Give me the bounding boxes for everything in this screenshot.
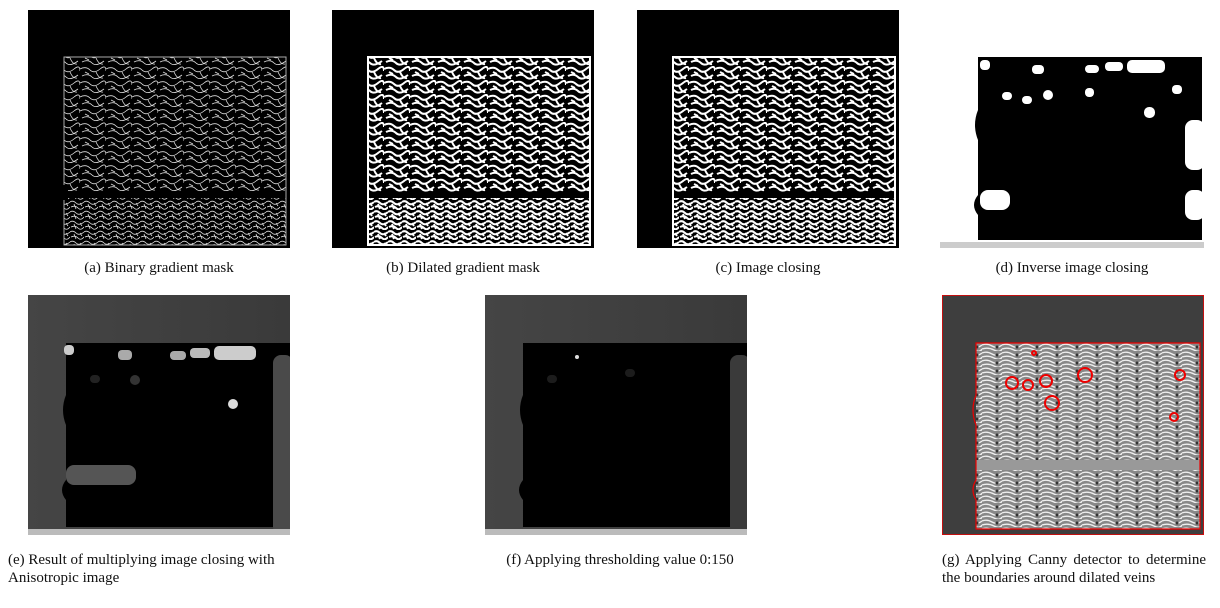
caption: (c) Image closing <box>637 259 899 277</box>
caption: (f) Applying thresholding value 0:150 <box>470 551 770 569</box>
panel-image <box>28 295 290 535</box>
figure-page: (a) Binary gradient mask (b) Dilated gra… <box>0 0 1220 608</box>
panel-image <box>332 10 594 248</box>
panel-image <box>942 295 1204 535</box>
panel-image <box>940 10 1204 248</box>
caption: (b) Dilated gradient mask <box>332 259 594 277</box>
panel-image <box>637 10 899 248</box>
panel-image <box>485 295 747 535</box>
caption: (e) Result of multiplying image closing … <box>8 551 308 587</box>
panel-image <box>28 10 290 248</box>
caption: (g) Applying Canny detector to determine… <box>942 551 1206 587</box>
caption: (d) Inverse image closing <box>940 259 1204 277</box>
caption: (a) Binary gradient mask <box>28 259 290 277</box>
